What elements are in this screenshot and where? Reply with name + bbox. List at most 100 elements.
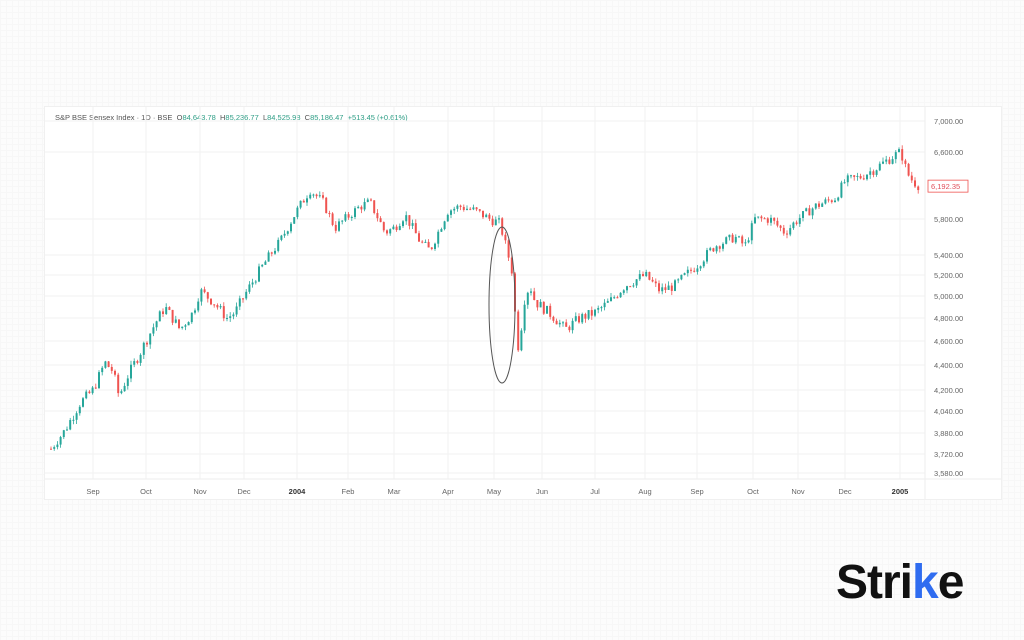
- candle-body: [434, 243, 436, 249]
- candle-body: [504, 234, 507, 241]
- candle-body: [334, 224, 337, 231]
- candle-body: [686, 269, 689, 274]
- candle-body: [638, 274, 641, 280]
- candle-body: [491, 218, 494, 226]
- candle-body: [709, 248, 712, 251]
- candle-body: [238, 298, 241, 307]
- candlestick-plot[interactable]: 7,000.00 6,600.00 5,800.00 5,400.00 5,200.00…: [45, 107, 1001, 499]
- x-axis-tick: Feb: [342, 487, 355, 496]
- candle-body: [296, 207, 299, 218]
- candle-body: [792, 222, 795, 229]
- candle-body: [472, 207, 475, 210]
- candle-body: [747, 240, 750, 243]
- candle-body: [357, 206, 360, 209]
- candle-body: [786, 233, 788, 235]
- candle-body: [555, 320, 558, 325]
- candle-body: [53, 447, 56, 449]
- candle-body: [725, 237, 728, 244]
- high-label: H: [219, 113, 226, 122]
- candle-body: [350, 217, 353, 219]
- candle-body: [642, 274, 644, 277]
- candle-body: [66, 429, 68, 431]
- candle-body: [200, 289, 203, 302]
- candle-body: [398, 226, 401, 230]
- y-axis-tick: 3,880.00: [934, 429, 963, 438]
- candle-body: [469, 208, 472, 210]
- candle-body: [331, 213, 334, 225]
- candle-body: [261, 264, 264, 267]
- candle-body: [763, 218, 766, 220]
- candle-body: [619, 292, 622, 298]
- candle-body: [280, 235, 283, 240]
- candle-body: [699, 266, 702, 269]
- candle-body: [184, 325, 187, 327]
- candle-body: [168, 307, 171, 310]
- candle-body: [395, 226, 398, 230]
- candle-body: [533, 291, 536, 300]
- x-axis-tick: Dec: [237, 487, 251, 496]
- candle-body: [373, 200, 376, 213]
- candle-body: [178, 319, 180, 329]
- high-value: 85,236.77: [225, 113, 259, 122]
- candle-body: [149, 333, 152, 345]
- candle-body: [418, 233, 420, 242]
- logo-text: Stri: [836, 556, 913, 609]
- chart-panel[interactable]: S&P BSE Sensex Index · 1D · BSE O84,643.…: [44, 106, 1002, 500]
- candle-body: [69, 420, 72, 430]
- close-label: C: [304, 113, 311, 122]
- candle-body: [827, 199, 830, 201]
- candle-body: [910, 175, 913, 181]
- candle-body: [539, 301, 542, 308]
- candle-body: [712, 248, 715, 252]
- candle-body: [232, 314, 235, 317]
- candle-body: [306, 198, 308, 203]
- y-axis-tick: 6,600.00: [934, 148, 963, 157]
- candle-body: [290, 223, 292, 232]
- x-axis-tick: Sep: [690, 487, 703, 496]
- candle-body: [344, 214, 347, 221]
- candle-body: [702, 261, 705, 267]
- candle-body: [846, 175, 849, 183]
- candle-body: [312, 194, 315, 196]
- candle-body: [456, 205, 459, 209]
- candle-body: [226, 318, 228, 320]
- candle-body: [302, 200, 305, 203]
- candle-body: [197, 301, 200, 311]
- candle-body: [680, 274, 683, 280]
- candle-body: [408, 215, 411, 226]
- candle-body: [683, 273, 686, 275]
- candle-body: [386, 230, 388, 234]
- candle-body: [594, 309, 596, 316]
- crash-annotation-ellipse: [488, 226, 516, 384]
- candle-body: [866, 174, 868, 180]
- close-value: 85,186.47: [310, 113, 344, 122]
- candle-body: [917, 186, 920, 191]
- candle-body: [206, 292, 209, 299]
- candle-body: [347, 214, 350, 218]
- candle-body: [853, 175, 856, 177]
- candle-body: [101, 367, 104, 373]
- candle-body: [242, 298, 244, 300]
- candle-body: [904, 160, 907, 164]
- candle-body: [56, 444, 59, 448]
- candle-body: [894, 152, 897, 160]
- candle-body: [558, 322, 561, 325]
- candle-body: [126, 378, 129, 386]
- candle-body: [235, 306, 238, 315]
- candle-body: [414, 223, 417, 234]
- logo-accent-k: k: [912, 556, 939, 609]
- candle-body: [805, 208, 808, 212]
- candle-body: [110, 366, 113, 371]
- x-axis-tick: Jul: [590, 487, 600, 496]
- candle-body: [277, 239, 280, 251]
- candle-body: [437, 231, 440, 244]
- candle-body: [363, 201, 366, 210]
- candle-body: [152, 327, 155, 334]
- candle-body: [443, 221, 446, 230]
- candle-body: [114, 370, 116, 375]
- last-price-value: 6,192.35: [931, 182, 960, 191]
- candle-body: [117, 374, 120, 394]
- candle-body: [610, 297, 612, 302]
- candle-body: [891, 159, 894, 164]
- candle-body: [734, 236, 737, 243]
